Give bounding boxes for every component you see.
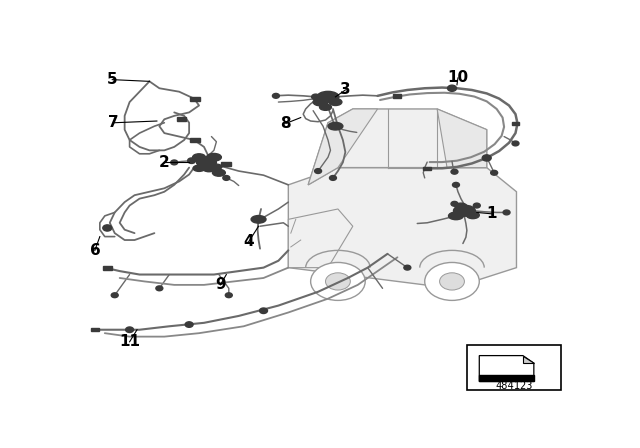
Circle shape — [503, 210, 510, 215]
Ellipse shape — [313, 98, 328, 106]
Text: 11: 11 — [119, 334, 140, 349]
Circle shape — [223, 176, 230, 181]
Circle shape — [312, 94, 319, 99]
Bar — [91, 328, 99, 332]
Ellipse shape — [329, 99, 342, 105]
Text: 484123: 484123 — [495, 381, 532, 391]
Bar — [190, 96, 200, 101]
Circle shape — [447, 85, 456, 91]
Ellipse shape — [212, 169, 225, 176]
Ellipse shape — [328, 122, 343, 130]
Circle shape — [326, 273, 350, 290]
Circle shape — [156, 286, 163, 291]
Polygon shape — [437, 109, 486, 168]
Bar — [190, 138, 200, 142]
Ellipse shape — [454, 205, 476, 216]
Text: 9: 9 — [215, 277, 226, 293]
Circle shape — [188, 158, 196, 164]
Text: 1: 1 — [486, 207, 497, 221]
Polygon shape — [523, 356, 534, 363]
Circle shape — [315, 168, 321, 173]
Ellipse shape — [207, 154, 221, 161]
Bar — [177, 117, 186, 121]
Bar — [221, 162, 231, 166]
Bar — [511, 122, 520, 125]
Ellipse shape — [211, 164, 222, 170]
Ellipse shape — [193, 165, 205, 172]
Text: 3: 3 — [340, 82, 351, 98]
Circle shape — [451, 202, 458, 206]
Circle shape — [491, 170, 498, 175]
Text: 8: 8 — [280, 116, 291, 131]
Circle shape — [111, 293, 118, 297]
Polygon shape — [479, 356, 534, 382]
Polygon shape — [288, 168, 516, 289]
Circle shape — [225, 293, 232, 297]
Text: 7: 7 — [108, 115, 119, 130]
Bar — [423, 167, 431, 170]
Circle shape — [440, 273, 465, 290]
Ellipse shape — [196, 157, 216, 168]
Polygon shape — [288, 209, 353, 267]
Ellipse shape — [193, 154, 205, 161]
Circle shape — [474, 203, 480, 208]
Ellipse shape — [467, 212, 479, 219]
Text: 2: 2 — [159, 155, 170, 170]
Polygon shape — [308, 109, 378, 185]
Ellipse shape — [455, 203, 467, 209]
Circle shape — [483, 155, 491, 161]
Text: 5: 5 — [107, 72, 118, 87]
Ellipse shape — [319, 104, 332, 110]
Circle shape — [125, 327, 134, 332]
Polygon shape — [308, 109, 486, 185]
Bar — [479, 375, 534, 382]
Bar — [394, 94, 401, 98]
Ellipse shape — [251, 215, 266, 223]
Circle shape — [310, 263, 365, 301]
Circle shape — [260, 308, 268, 314]
Text: 6: 6 — [90, 243, 100, 258]
Circle shape — [103, 225, 112, 231]
Circle shape — [425, 263, 479, 301]
FancyBboxPatch shape — [467, 345, 561, 390]
Circle shape — [452, 182, 460, 187]
Circle shape — [404, 265, 411, 270]
Text: 4: 4 — [243, 234, 254, 249]
Circle shape — [330, 176, 337, 181]
Circle shape — [273, 94, 280, 98]
Ellipse shape — [449, 212, 463, 220]
Ellipse shape — [202, 165, 216, 172]
Text: 10: 10 — [447, 70, 468, 86]
Circle shape — [185, 322, 193, 327]
Ellipse shape — [317, 91, 339, 103]
Bar — [103, 266, 112, 270]
Circle shape — [171, 160, 178, 165]
Circle shape — [451, 169, 458, 174]
Circle shape — [512, 141, 519, 146]
